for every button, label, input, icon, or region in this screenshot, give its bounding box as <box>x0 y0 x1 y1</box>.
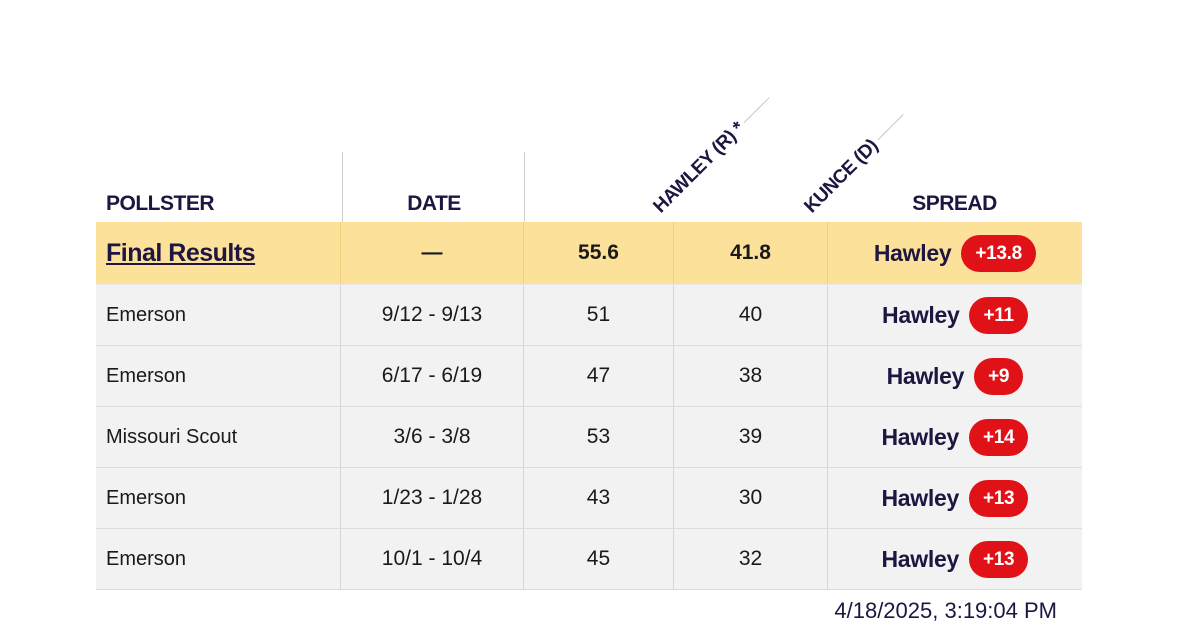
date-cell: 1/23 - 1/28 <box>341 468 524 528</box>
spread-cell: Hawley +11 <box>828 285 1082 345</box>
pollster-cell: Emerson <box>96 346 342 406</box>
pollster-cell: Emerson <box>96 285 342 345</box>
kunce-value-cell: 30 <box>674 468 828 528</box>
final-results-row: Final Results — 55.6 41.8 Hawley +13.8 <box>96 222 1082 285</box>
last-updated-timestamp: 4/18/2025, 3:19:04 PM <box>834 598 1057 623</box>
final-results-link[interactable]: Final Results <box>106 238 256 267</box>
spread-badge: +14 <box>968 418 1029 456</box>
spread-badge: +11 <box>969 296 1028 334</box>
spread-badge: +9 <box>974 357 1024 395</box>
poll-row: Emerson 6/17 - 6/19 47 38 Hawley +9 <box>96 346 1082 407</box>
date-cell: — <box>341 222 524 284</box>
spread-badge: +13 <box>968 479 1029 517</box>
poll-row: Missouri Scout 3/6 - 3/8 53 39 Hawley +14 <box>96 407 1082 468</box>
kunce-value-cell: 32 <box>674 529 828 589</box>
hawley-value-cell: 51 <box>524 285 675 345</box>
spread-cell: Hawley +13 <box>828 468 1082 528</box>
spread-cell: Hawley +9 <box>828 346 1082 406</box>
hawley-value-cell: 43 <box>524 468 675 528</box>
poll-row: Emerson 9/12 - 9/13 51 40 Hawley +11 <box>96 285 1082 346</box>
hawley-value-cell: 47 <box>524 346 675 406</box>
date-column-header[interactable]: DATE <box>342 152 525 222</box>
hawley-value-cell: 45 <box>524 529 675 589</box>
header-divider-line <box>744 97 771 124</box>
date-cell: 6/17 - 6/19 <box>341 346 524 406</box>
pollster-column-header[interactable]: POLLSTER <box>106 192 215 215</box>
kunce-value-cell: 40 <box>674 285 828 345</box>
hawley-column-header[interactable]: HAWLEY (R) * <box>524 97 771 222</box>
spread-cell: Hawley +13 <box>828 529 1082 589</box>
kunce-value-cell: 38 <box>674 346 828 406</box>
hawley-value-cell: 55.6 <box>524 222 675 284</box>
poll-row: Emerson 10/1 - 10/4 45 32 Hawley +13 <box>96 529 1082 590</box>
hawley-value-cell: 53 <box>524 407 675 467</box>
header-divider-line <box>877 114 904 141</box>
pollster-cell: Emerson <box>96 529 342 589</box>
polling-table: POLLSTER DATE HAWLEY (R) * KUNCE (D) SPR… <box>96 97 1082 590</box>
spread-badge: +13.8 <box>961 234 1036 272</box>
spread-column-header[interactable]: SPREAD <box>912 192 997 215</box>
date-cell: 9/12 - 9/13 <box>341 285 524 345</box>
kunce-value-cell: 41.8 <box>674 222 828 284</box>
date-cell: 3/6 - 3/8 <box>341 407 524 467</box>
kunce-column-header[interactable]: KUNCE (D) <box>674 114 904 222</box>
spread-cell: Hawley +13.8 <box>828 222 1082 284</box>
poll-row: Emerson 1/23 - 1/28 43 30 Hawley +13 <box>96 468 1082 529</box>
spread-badge: +13 <box>968 540 1029 578</box>
kunce-value-cell: 39 <box>674 407 828 467</box>
date-cell: 10/1 - 10/4 <box>341 529 524 589</box>
pollster-cell: Missouri Scout <box>96 407 342 467</box>
spread-cell: Hawley +14 <box>828 407 1082 467</box>
table-header: POLLSTER DATE HAWLEY (R) * KUNCE (D) SPR… <box>96 97 1082 222</box>
pollster-cell: Emerson <box>96 468 342 528</box>
